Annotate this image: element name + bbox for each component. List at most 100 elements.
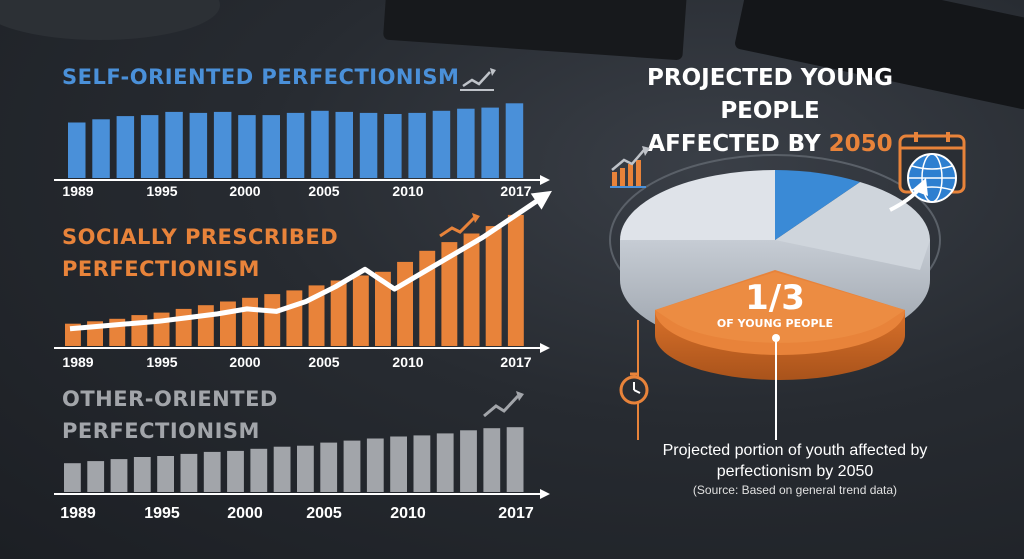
t-social-line2: PERFECTIONISM (62, 257, 260, 281)
x-tick-label: 2010 (392, 183, 423, 199)
clock-icon (619, 372, 649, 405)
bar-9 (250, 448, 268, 492)
x-axis-arrow (540, 343, 550, 353)
bar-20 (506, 427, 524, 492)
other-oriented-title: OTHER-ORIENTED PERFECTIONISM (62, 383, 362, 447)
bar-3 (110, 459, 128, 492)
bar-5 (165, 111, 183, 178)
x-tick-label: 1989 (62, 354, 93, 370)
bar-7 (213, 111, 232, 178)
x-tick-label: 1995 (146, 354, 177, 370)
bar-19 (505, 103, 524, 178)
pie-fraction-sublabel: OF YOUNG PEOPLE (716, 317, 834, 330)
bar-9 (242, 297, 258, 346)
trend-up-icon (460, 68, 496, 91)
x-tick-label: 2010 (390, 505, 426, 522)
bar-10 (264, 294, 281, 346)
x-tick-label: 1995 (144, 505, 180, 522)
bar-5 (153, 312, 170, 346)
bar-15 (390, 436, 407, 492)
bar-5 (157, 456, 174, 492)
bar-6 (180, 453, 198, 492)
bar-21 (507, 214, 524, 346)
left-charts: 1989 1995 2000 2005 2010 2017 1989 1995 2000 200… (54, 68, 552, 522)
x-axis-arrow (540, 489, 550, 499)
socially-prescribed-title: SOCIALLY PRESCRIBED PERFECTIONISM (62, 221, 362, 285)
x-axis-arrow (540, 175, 550, 185)
bar-19 (483, 428, 501, 492)
bar-6 (175, 308, 192, 346)
bar-2 (87, 461, 105, 492)
pie-arrow-head (912, 178, 928, 196)
bar-7 (197, 305, 214, 346)
x-tick-label: 2000 (227, 505, 263, 522)
bar-16 (397, 261, 413, 346)
x-tick-label: 1995 (146, 183, 177, 199)
pie-title: PROJECTED YOUNG PEOPLE AFFECTED BY 2050 (600, 62, 940, 161)
bar-8 (238, 115, 256, 178)
bar-9 (262, 115, 280, 178)
bar-11 (311, 110, 329, 178)
x-tick-label: 2017 (500, 183, 531, 199)
bar-18 (441, 242, 458, 346)
bar-16 (432, 110, 451, 178)
bar-1 (64, 463, 81, 492)
bar-11 (286, 290, 303, 346)
x-tick-label: 2017 (498, 505, 534, 522)
t-other-line2: PERFECTIONISM (62, 419, 260, 443)
bar-18 (481, 107, 499, 178)
other-oriented-chart: 1989 1995 2000 2005 2010 2017 (54, 427, 550, 522)
bar-11 (297, 445, 314, 492)
x-tick-label: 2000 (229, 183, 260, 199)
bar-8 (220, 301, 236, 346)
trend-arrow-head (530, 190, 552, 210)
bar-17 (457, 108, 475, 178)
bar-17 (436, 433, 454, 492)
pie-slice-blue (775, 170, 860, 240)
bar-4 (131, 315, 148, 346)
bar-6 (189, 112, 208, 178)
bar-20 (485, 226, 502, 346)
bar-13 (343, 440, 361, 492)
t-social-line1: SOCIALLY PRESCRIBED (62, 225, 339, 249)
trend-up-icon (439, 213, 480, 238)
bar-19 (463, 233, 480, 346)
x-tick-label: 2000 (229, 354, 260, 370)
bar-10 (286, 112, 305, 178)
pie-slice-rest (620, 170, 775, 240)
bar-14 (352, 275, 369, 346)
bar-1 (68, 122, 86, 178)
pie-slice-orange-cap (655, 272, 905, 343)
x-tick-label: 1989 (60, 505, 96, 522)
self-oriented-chart: 1989 1995 2000 2005 2010 2017 (54, 103, 550, 199)
calendar-globe-icon (898, 132, 966, 203)
x-tick-label: 1989 (62, 183, 93, 199)
x-tick-label: 2005 (308, 183, 339, 199)
bar-12 (320, 442, 338, 492)
trend-line (69, 195, 544, 332)
bar-10 (273, 446, 291, 492)
pie-caption: Projected portion of youth affected by p… (662, 442, 928, 480)
pie-title-line1: PROJECTED YOUNG PEOPLE (647, 65, 893, 124)
bar-13 (330, 280, 347, 346)
pie-fraction-label: 1/3 (745, 278, 805, 318)
pie-connector-dot (772, 334, 780, 342)
x-tick-label: 2010 (392, 354, 423, 370)
pie-source: (Source: Based on general trend data) (692, 483, 898, 497)
x-tick-label: 2017 (500, 354, 531, 370)
bar-3 (116, 116, 135, 178)
bar-14 (384, 114, 402, 178)
bar-13 (359, 112, 378, 178)
socially-prescribed-chart: 1989 1995 2000 2005 2010 2017 (54, 190, 552, 370)
bar-7 (203, 451, 221, 492)
pie-slice-rest-right (775, 182, 930, 270)
bar-12 (335, 111, 353, 178)
bar-18 (460, 430, 477, 492)
self-oriented-title: SELF-ORIENTED PERFECTIONISM (62, 65, 460, 89)
bar-14 (366, 438, 384, 492)
pie-title-line2: AFFECTED BY 2050 (647, 131, 893, 157)
bar-4 (140, 115, 159, 178)
t-other-line1: OTHER-ORIENTED (62, 387, 278, 411)
bar-15 (408, 112, 426, 178)
x-tick-label: 2005 (308, 354, 339, 370)
